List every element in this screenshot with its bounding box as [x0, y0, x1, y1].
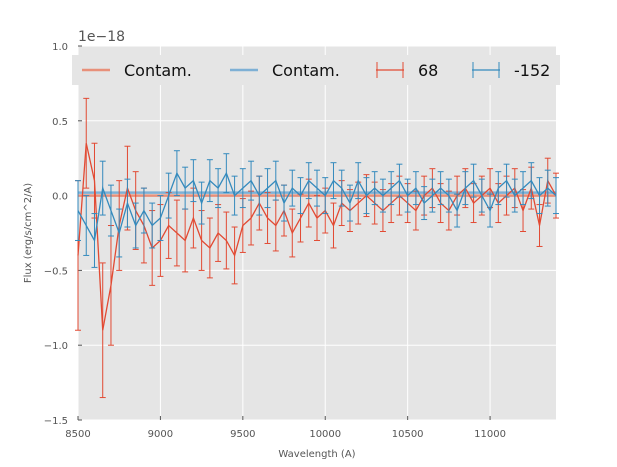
legend-label: Contam. — [124, 61, 192, 80]
x-tick-label: 10000 — [309, 429, 341, 440]
x-tick-label: 9000 — [148, 429, 173, 440]
x-axis-label: Wavelength (A) — [278, 449, 355, 460]
y-tick-label: 0.0 — [52, 192, 68, 203]
y-axis-label: Flux (erg/s/cm^2/A) — [23, 183, 34, 283]
legend-label: Contam. — [272, 61, 340, 80]
x-tick-label: 8500 — [65, 429, 90, 440]
legend: Contam. Contam. 68 -152 — [72, 55, 560, 85]
x-axis-ticks: 8500 9000 9500 10000 10500 11000 — [65, 416, 506, 440]
x-tick-label: 11000 — [474, 429, 506, 440]
data-series — [75, 97, 559, 399]
series-line — [77, 171, 557, 243]
x-tick-label: 9500 — [230, 429, 255, 440]
legend-label: 68 — [418, 61, 438, 80]
y-tick-label: 0.5 — [52, 117, 68, 128]
y-tick-label: −1.0 — [44, 341, 68, 352]
y-tick-label: 1.0 — [52, 42, 68, 53]
series--152-group — [75, 150, 559, 268]
y-tick-label: −1.5 — [44, 416, 68, 427]
grid-lines — [77, 45, 556, 421]
y-offset-label: 1e−18 — [78, 29, 125, 45]
y-tick-label: −0.5 — [44, 266, 68, 277]
series-line — [77, 143, 557, 331]
x-tick-label: 10500 — [392, 429, 424, 440]
legend-label: -152 — [514, 61, 550, 80]
